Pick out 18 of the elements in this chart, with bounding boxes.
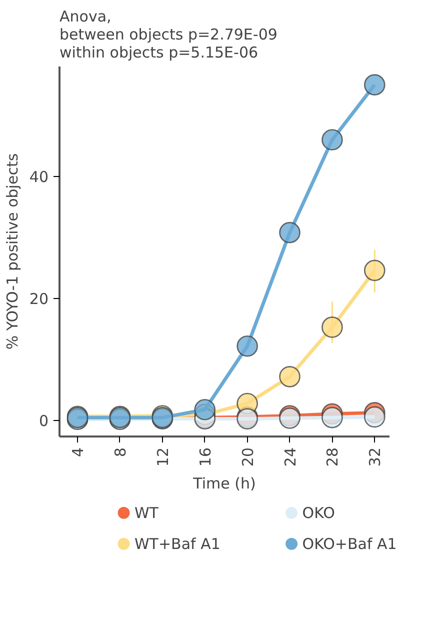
x-tick-label: 32 xyxy=(366,447,384,467)
x-tick-label: 28 xyxy=(324,447,342,467)
x-tick-label: 8 xyxy=(111,447,130,458)
x-tick-label: 24 xyxy=(281,447,300,467)
x-tick-label: 20 xyxy=(238,447,257,467)
x-axis-title: Time (h) xyxy=(192,474,256,493)
legend-label: OKO+Baf A1 xyxy=(302,534,397,553)
y-tick-label: 0 xyxy=(38,412,49,430)
x-tick-label: 16 xyxy=(196,447,214,467)
chart-title: Anova, between objects p=2.79E-09 within objects p=5.15E-06 xyxy=(60,8,278,62)
legend-label: OKO xyxy=(302,504,335,522)
y-tick-label: 20 xyxy=(29,290,49,308)
x-tick-label: 4 xyxy=(69,447,88,458)
y-tick-label: 40 xyxy=(29,168,49,186)
legend-label: WT xyxy=(134,504,160,522)
legend-label: WT+Baf A1 xyxy=(134,534,220,553)
y-axis-title: % YOYO-1 positive objects xyxy=(3,153,22,350)
x-tick-label: 12 xyxy=(154,447,172,467)
